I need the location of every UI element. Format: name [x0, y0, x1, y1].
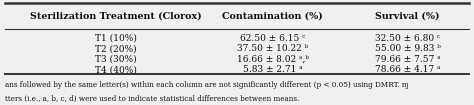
- Text: Sterilization Treatment (Clorox): Sterilization Treatment (Clorox): [30, 12, 202, 21]
- Text: 16.66 ± 8.02 ᵃ,ᵇ: 16.66 ± 8.02 ᵃ,ᵇ: [237, 55, 309, 64]
- Text: T1 (10%): T1 (10%): [95, 34, 137, 43]
- Text: tters (i.e., a, b, c, d) were used to indicate statistical differences between m: tters (i.e., a, b, c, d) were used to in…: [5, 95, 299, 103]
- Text: Survival (%): Survival (%): [375, 12, 440, 21]
- Text: T4 (40%): T4 (40%): [95, 65, 137, 74]
- Text: Contamination (%): Contamination (%): [222, 12, 323, 21]
- Text: ans followed by the same letter(s) within each column are not significantly diff: ans followed by the same letter(s) withi…: [5, 81, 409, 89]
- Text: T2 (20%): T2 (20%): [95, 44, 137, 53]
- Text: 32.50 ± 6.80 ᶜ: 32.50 ± 6.80 ᶜ: [375, 34, 440, 43]
- Text: 5.83 ± 2.71 ᵃ: 5.83 ± 2.71 ᵃ: [243, 65, 302, 74]
- Text: 62.50 ± 6.15 ᶜ: 62.50 ± 6.15 ᶜ: [240, 34, 305, 43]
- Text: 78.66 ± 4.17 ᵃ: 78.66 ± 4.17 ᵃ: [375, 65, 440, 74]
- Text: 55.00 ± 9.83 ᵇ: 55.00 ± 9.83 ᵇ: [375, 44, 440, 53]
- Text: 37.50 ± 10.22 ᵇ: 37.50 ± 10.22 ᵇ: [237, 44, 308, 53]
- Text: T3 (30%): T3 (30%): [95, 55, 137, 64]
- Text: 79.66 ± 7.57 ᵃ: 79.66 ± 7.57 ᵃ: [375, 55, 440, 64]
